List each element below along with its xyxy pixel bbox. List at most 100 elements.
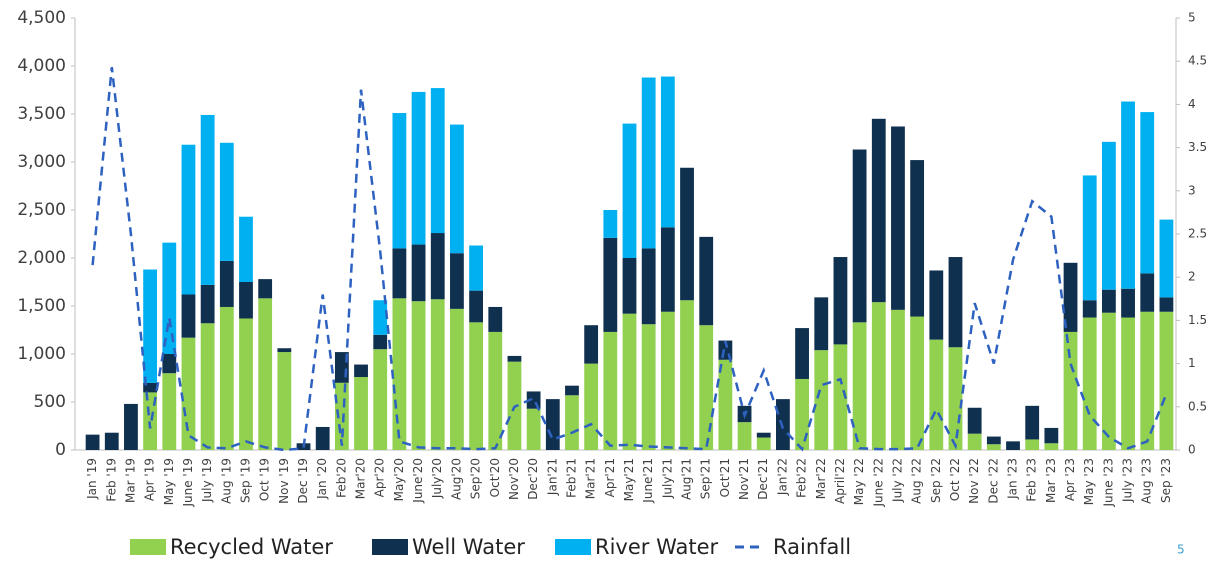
bar-segment [411,91,426,245]
bar-segment [584,325,599,364]
bar-segment [1082,317,1097,450]
bar-segment [430,299,445,450]
bar-segment [967,433,982,450]
bar-segment [143,392,158,450]
bar-segment [85,434,100,450]
bar-segment [603,237,618,332]
bar-segment [1140,273,1155,312]
x-tick-label: Apr '23 [1063,458,1077,501]
bar-segment [411,301,426,450]
bar-segment [986,444,1001,450]
bar-segment [277,352,292,450]
bar-segment [469,290,483,323]
y-tick-label: 2,500 [17,200,66,220]
bar-segment [488,306,503,332]
x-tick-label: June '23 [1101,458,1115,508]
bar-segment [430,88,445,234]
bar-segment [1063,331,1078,450]
bar-segment [929,339,944,450]
y-tick-label: 1,500 [17,296,66,316]
x-tick-label: May'20 [392,458,406,501]
bar-segment [833,344,848,450]
bar-segment [622,313,637,450]
bar-segment [641,77,656,249]
bar-segment [315,426,330,450]
bar-segment [430,233,445,300]
x-tick-label: Oct '19 [258,458,272,501]
bar-segment [162,354,177,374]
x-tick-label: Sep'21 [699,458,713,499]
x-tick-label: Nov'20 [507,458,521,500]
bar-segment [1025,439,1040,450]
bar-segment [603,331,618,450]
y-tick-label: 2,000 [17,248,66,268]
bar-segment [680,300,694,450]
x-tick-label: July '23 [1121,458,1135,503]
x-tick-label: Aug'20 [449,458,463,500]
x-tick-label: Jan '19 [85,458,99,500]
x-tick-label: June '19 [181,458,195,508]
x-tick-label: May'21 [622,458,636,501]
bar-segment [660,76,675,228]
bar-segment [1159,297,1174,312]
bar-segment [1063,262,1078,332]
bar-segment [910,160,925,317]
x-tick-label: Dec'21 [756,458,770,500]
x-tick-label: April'22 [833,458,847,504]
legend-label: Rainfall [773,535,851,559]
bar-segment [967,407,982,434]
x-tick-label: Oct '22 [948,458,962,501]
x-tick-label: Nov'21 [737,458,751,500]
bar-segment [756,437,771,450]
x-tick-label: Aug '19 [219,458,233,504]
y-tick-label: 3,000 [17,152,66,172]
y2-tick-label: 4.5 [1188,54,1207,68]
legend-marker [130,539,166,555]
x-tick-label: Mar '19 [123,458,137,503]
bar-segment [641,248,656,325]
x-tick-label: Apr '19 [143,458,157,501]
x-tick-label: June'20 [411,458,425,504]
bar-segment [1025,405,1040,440]
bar-segment [239,318,253,450]
y2-tick-label: 0.5 [1188,399,1207,413]
bar-segment [258,298,273,450]
y-tick-label: 500 [34,392,66,412]
bar-segment [277,348,292,353]
bar-segment [948,257,963,348]
x-tick-label: Feb '23 [1025,458,1039,502]
bar-segment [162,242,177,354]
bar-segment [565,385,579,396]
x-tick-label: Dec '22 [986,458,1000,504]
x-tick-label: Sep '22 [929,458,943,503]
bar-segment [354,377,368,450]
bar-segment [1159,311,1174,450]
x-tick-label: Sep '23 [1159,458,1173,503]
bar-segment [986,436,1001,445]
bar-segment [450,124,464,254]
bar-segment [373,300,388,335]
bar-segment [181,144,196,295]
bar-segment [833,257,848,345]
x-tick-label: Aug '22 [910,458,924,504]
y2-tick-label: 3 [1188,183,1196,197]
bar-segment [737,422,752,450]
bar-segment [200,114,215,285]
x-tick-label: Nov '22 [967,458,981,504]
bar-segment [411,244,426,302]
legend-label: Well Water [412,535,525,559]
bar-segment [910,316,925,450]
y-tick-label: 4,500 [17,8,66,28]
bar-segment [545,399,560,450]
y-tick-label: 3,500 [17,104,66,124]
bar-segment [891,126,905,310]
x-tick-label: July'21 [660,458,674,499]
bar-segment [1121,288,1135,318]
x-tick-label: June'21 [641,458,655,504]
bar-segment [622,123,637,258]
x-tick-label: May '23 [1082,458,1096,505]
bar-segment [795,328,809,379]
bar-segment [1121,317,1135,450]
bar-segment [469,245,483,291]
bar-segment [660,311,675,450]
